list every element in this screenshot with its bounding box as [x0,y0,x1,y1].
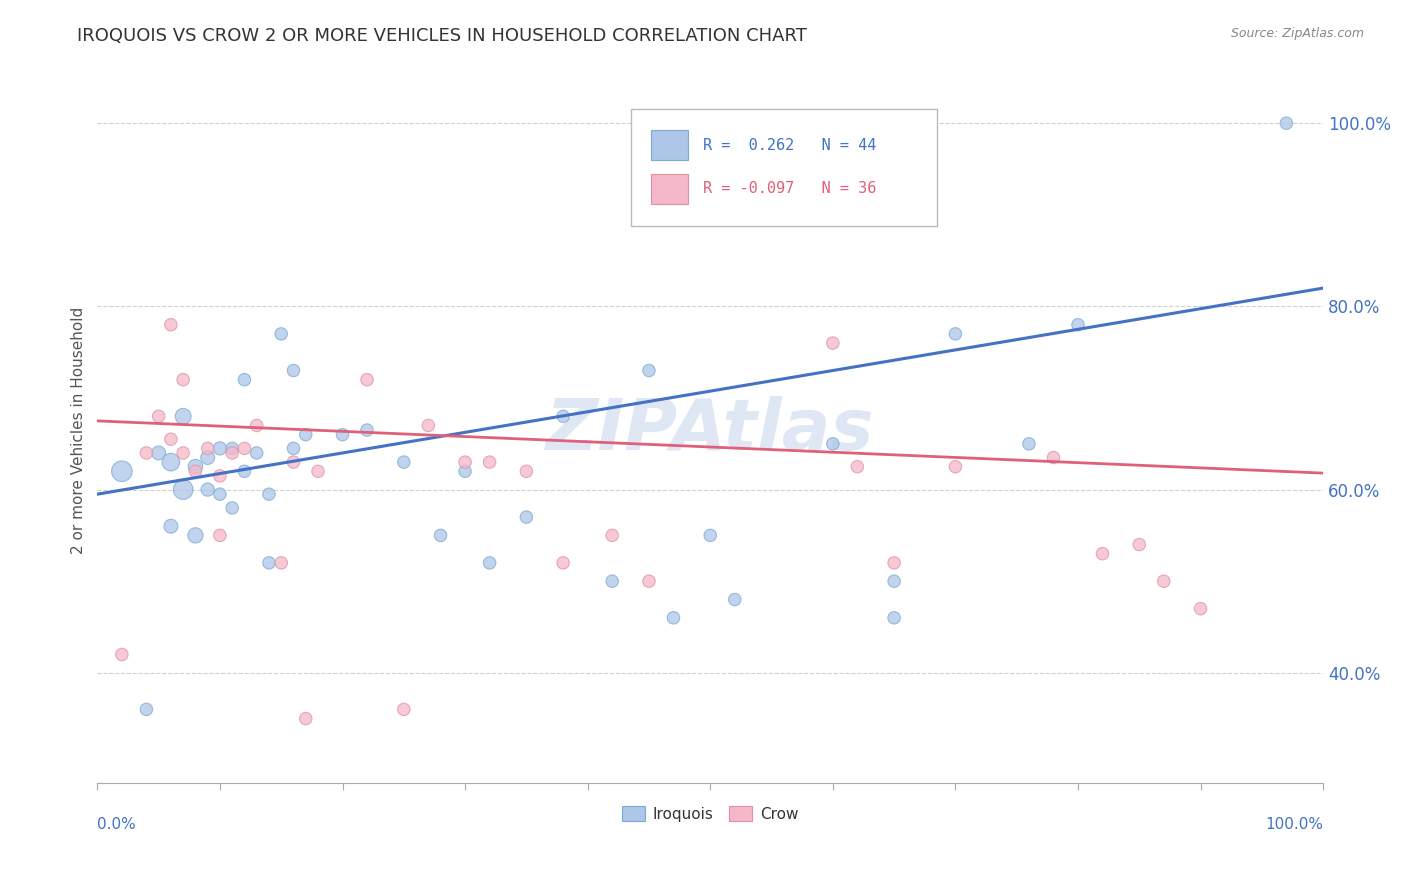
Point [846,459,869,474]
Bar [651,174,688,203]
Point [821,336,844,351]
Point [883,611,905,625]
Point [1067,318,1090,332]
Point [270,326,292,341]
Point [208,468,231,483]
Point [356,373,378,387]
Point [454,464,477,478]
Point [283,455,305,469]
Point [699,528,721,542]
Point [883,574,905,589]
Point [172,483,194,497]
Point [135,702,157,716]
Text: 100.0%: 100.0% [1265,817,1323,832]
Point [221,500,243,515]
Point [172,446,194,460]
Point [233,442,256,456]
Bar [651,130,688,160]
Point [454,455,477,469]
Point [553,409,575,424]
Point [148,446,170,460]
Point [945,326,967,341]
Point [307,464,329,478]
Point [160,455,183,469]
Point [1042,450,1064,465]
Point [197,450,219,465]
Point [135,446,157,460]
Point [356,423,378,437]
Point [392,702,415,716]
Point [246,418,269,433]
Point [294,712,316,726]
Point [208,528,231,542]
Point [208,487,231,501]
Point [283,442,305,456]
Text: 0.0%: 0.0% [97,817,136,832]
Point [172,373,194,387]
Point [294,427,316,442]
Point [208,442,231,456]
Point [172,409,194,424]
Point [1091,547,1114,561]
Point [111,464,134,478]
Point [945,459,967,474]
Point [197,483,219,497]
Point [478,455,501,469]
Point [1189,601,1212,615]
Point [1128,537,1150,551]
Point [1018,437,1040,451]
Point [160,432,183,446]
Point [478,556,501,570]
Point [283,363,305,377]
Point [418,418,440,433]
Text: R =  0.262   N = 44: R = 0.262 N = 44 [703,137,876,153]
Point [160,318,183,332]
Point [160,519,183,533]
Point [221,446,243,460]
Point [257,556,280,570]
Point [1153,574,1175,589]
Text: IROQUOIS VS CROW 2 OR MORE VEHICLES IN HOUSEHOLD CORRELATION CHART: IROQUOIS VS CROW 2 OR MORE VEHICLES IN H… [77,27,807,45]
Point [148,409,170,424]
Point [600,528,623,542]
Point [246,446,269,460]
Point [883,556,905,570]
Point [197,442,219,456]
Text: Source: ZipAtlas.com: Source: ZipAtlas.com [1230,27,1364,40]
Point [184,464,207,478]
Point [233,464,256,478]
Point [638,574,661,589]
FancyBboxPatch shape [630,109,936,226]
Point [221,442,243,456]
Point [257,487,280,501]
Point [515,464,537,478]
Point [553,556,575,570]
Point [662,611,685,625]
Point [515,510,537,524]
Point [270,556,292,570]
Y-axis label: 2 or more Vehicles in Household: 2 or more Vehicles in Household [72,307,86,554]
Point [821,437,844,451]
Point [111,648,134,662]
Point [233,373,256,387]
Point [429,528,451,542]
Point [600,574,623,589]
Point [184,459,207,474]
Point [392,455,415,469]
Legend: Iroquois, Crow: Iroquois, Crow [616,800,804,828]
Text: R = -0.097   N = 36: R = -0.097 N = 36 [703,181,876,196]
Point [638,363,661,377]
Point [1275,116,1298,130]
Text: ZIPAtlas: ZIPAtlas [546,395,875,465]
Point [724,592,747,607]
Point [332,427,354,442]
Point [184,528,207,542]
